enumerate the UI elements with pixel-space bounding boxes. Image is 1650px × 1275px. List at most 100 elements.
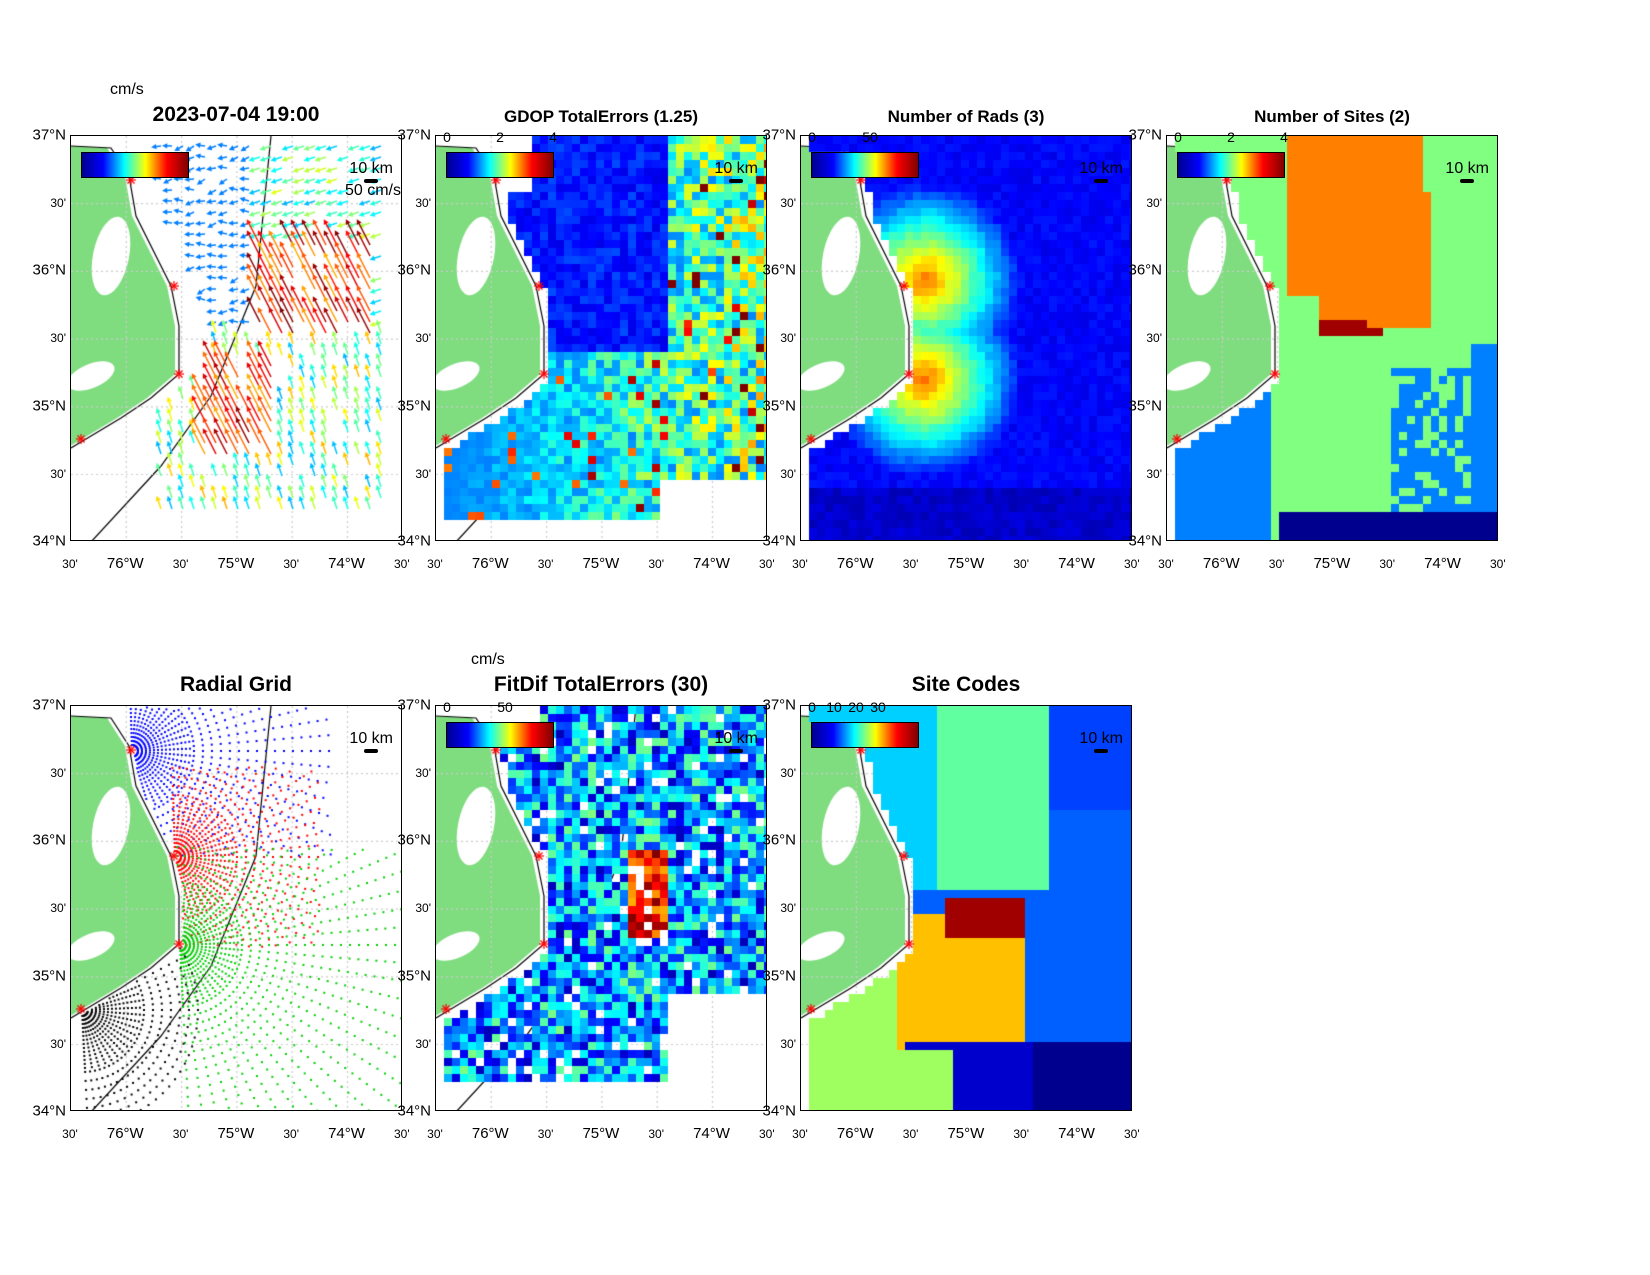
y-tick-label: 37°N	[762, 696, 796, 714]
colorbar-tick: 10	[826, 699, 842, 715]
panel-title: FitDif TotalErrors (30)	[493, 673, 709, 696]
x-tick-label: 30'	[648, 557, 665, 571]
scale-bar-label: 10 km	[714, 160, 758, 177]
x-tick-label: 30'	[427, 1127, 443, 1141]
y-tick-label: 35°N	[397, 397, 431, 415]
y-tick-label: 37°N	[762, 126, 796, 144]
x-tick-label: 74°W	[693, 555, 730, 572]
x-tick-label: 75°W	[1313, 555, 1351, 572]
scale-bar: 10 km	[349, 730, 393, 753]
panel-title: Number of Rads (3)	[887, 107, 1045, 126]
colorbar	[1177, 152, 1285, 178]
fitdif-field	[436, 706, 766, 1110]
x-tick-label: 30'	[1013, 1127, 1030, 1141]
colorbar-tick: 0	[443, 699, 451, 715]
y-tick-label: 34°N	[32, 532, 66, 550]
x-tick-label: 30'	[1489, 557, 1506, 571]
y-tick-label: 36°N	[762, 261, 796, 279]
panel-title: GDOP TotalErrors (1.25)	[504, 107, 698, 126]
scale-bar-label: 10 km	[1079, 160, 1123, 177]
x-tick-label: 30'	[1123, 1127, 1140, 1141]
x-tick-label: 74°W	[1424, 555, 1461, 572]
y-tick-label: 30'	[50, 331, 66, 346]
scale-bar: 10 km	[714, 160, 758, 183]
colorbar-tick: 4	[1280, 129, 1288, 145]
scale-bar: 10 km	[1079, 730, 1123, 753]
colorbar-unit: cm/s	[471, 651, 505, 668]
map-panel-radgrid: Radial Grid 10 km 37°N 30' 36°N 30' 35°N 30' 34°…	[32, 673, 409, 1142]
vector-scale-label: 50 cm/s	[344, 182, 401, 199]
colorbar-tick: 0	[808, 129, 816, 145]
x-tick-label: 30'	[902, 1127, 919, 1141]
map-axes: 10 km	[435, 705, 767, 1111]
y-tick-label: 30'	[50, 466, 66, 481]
x-tick-label: 74°W	[693, 1125, 730, 1142]
scale-bar-label: 10 km	[1445, 160, 1489, 177]
colorbar	[81, 152, 189, 178]
x-tick-label: 76°W	[1202, 555, 1240, 572]
colorbar-tick: 0	[1174, 129, 1182, 145]
y-tick-label: 30'	[415, 901, 431, 916]
y-tick-label: 34°N	[397, 532, 431, 550]
y-tick-label: 30'	[780, 195, 796, 210]
panel-title: Site Codes	[911, 673, 1021, 696]
colorbar-tick: 20	[848, 699, 864, 715]
x-tick-label: 76°W	[106, 555, 144, 572]
x-tick-label: 30'	[537, 557, 554, 571]
x-tick-label: 30'	[758, 557, 775, 571]
x-tick-label: 30'	[648, 1127, 665, 1141]
y-tick-label: 30'	[415, 195, 431, 210]
y-tick-label: 35°N	[397, 967, 431, 985]
x-tick-label: 75°W	[217, 555, 255, 572]
x-tick-label: 75°W	[947, 555, 985, 572]
y-tick-label: 36°N	[397, 261, 431, 279]
y-tick-label: 34°N	[1128, 532, 1162, 550]
x-tick-label: 76°W	[106, 1125, 144, 1142]
x-tick-label: 30'	[1268, 557, 1285, 571]
y-tick-label: 34°N	[32, 1102, 66, 1120]
colorbar	[446, 152, 554, 178]
scale-bar-label: 10 km	[714, 730, 758, 747]
y-tick-label: 37°N	[1128, 126, 1162, 144]
map-axes: 10 km 50 cm/s	[70, 135, 402, 541]
x-tick-label: 30'	[1379, 557, 1396, 571]
y-tick-label: 34°N	[762, 1102, 796, 1120]
map-axes: 10 km	[1166, 135, 1498, 541]
y-tick-label: 35°N	[762, 397, 796, 415]
colorbar-tick: 0	[808, 699, 816, 715]
map-panel-nsites: Number of Sites (2) 10 km 0 2 4 37°N 30' 36°N 30…	[1128, 107, 1505, 572]
colorbar-tick: 30	[870, 699, 886, 715]
scale-bar: 10 km	[1445, 160, 1489, 183]
x-tick-label: 76°W	[471, 555, 509, 572]
x-tick-label: 30'	[393, 557, 410, 571]
y-tick-label: 30'	[780, 901, 796, 916]
x-tick-label: 76°W	[471, 1125, 509, 1142]
scale-bar: 10 km	[714, 730, 758, 753]
nrads-field	[801, 136, 1131, 540]
x-tick-label: 76°W	[836, 1125, 874, 1142]
y-tick-label: 30'	[1146, 195, 1162, 210]
gdop-field	[436, 136, 766, 540]
colorbar	[811, 722, 919, 748]
totals-field	[71, 136, 401, 540]
sitecodes-field	[801, 706, 1131, 1110]
colorbar-tick: 4	[549, 129, 557, 145]
y-tick-label: 30'	[50, 765, 66, 780]
x-tick-label: 30'	[758, 1127, 775, 1141]
scale-bar-label: 10 km	[1079, 730, 1123, 747]
map-axes: 10 km	[800, 135, 1132, 541]
y-tick-label: 30'	[780, 331, 796, 346]
y-tick-label: 36°N	[762, 831, 796, 849]
y-tick-label: 35°N	[762, 967, 796, 985]
x-tick-label: 30'	[393, 1127, 410, 1141]
map-axes: 10 km	[70, 705, 402, 1111]
colorbar-tick: 2	[1227, 129, 1235, 145]
x-tick-label: 30'	[427, 557, 443, 571]
y-tick-label: 30'	[1146, 466, 1162, 481]
x-tick-label: 30'	[537, 1127, 554, 1141]
y-tick-label: 37°N	[32, 696, 66, 714]
panel-title: 2023-07-04 19:00	[152, 103, 320, 126]
y-tick-label: 30'	[780, 466, 796, 481]
scale-bar: 10 km	[1079, 160, 1123, 183]
y-tick-label: 30'	[415, 466, 431, 481]
